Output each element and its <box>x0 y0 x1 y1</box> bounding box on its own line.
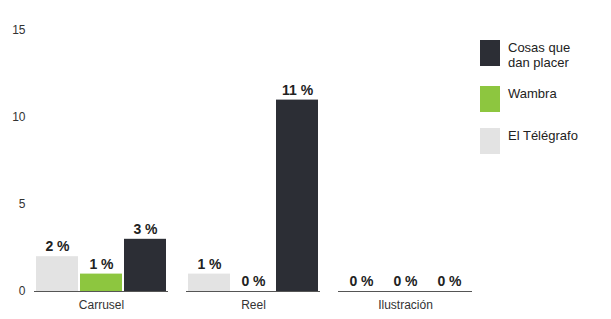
svg-text:Ilustración: Ilustración <box>378 298 433 312</box>
html-text:Wambra: Wambra <box>508 86 557 101</box>
svg-text:0: 0 <box>19 284 26 298</box>
svg-text:0 %: 0 % <box>349 273 374 289</box>
svg-text:3 %: 3 % <box>133 221 158 237</box>
svg-text:10: 10 <box>12 110 26 124</box>
svg-text:0 %: 0 % <box>241 273 266 289</box>
html-text:Cosas que dan placer: Cosas que dan placer <box>508 40 571 70</box>
svg-text:11 %: 11 % <box>282 82 314 98</box>
svg-text:1 %: 1 % <box>89 256 114 272</box>
svg-text:0 %: 0 % <box>437 273 462 289</box>
svg-text:1 %: 1 % <box>197 256 222 272</box>
svg-text:2 %: 2 % <box>45 238 70 254</box>
svg-text:Carrusel: Carrusel <box>79 298 124 312</box>
html-text:El Télégrafo: El Télégrafo <box>508 128 578 143</box>
svg-text:0 %: 0 % <box>393 273 418 289</box>
svg-text:Reel: Reel <box>241 298 266 312</box>
svg-text:5: 5 <box>19 197 26 211</box>
svg-text:15: 15 <box>12 23 26 37</box>
